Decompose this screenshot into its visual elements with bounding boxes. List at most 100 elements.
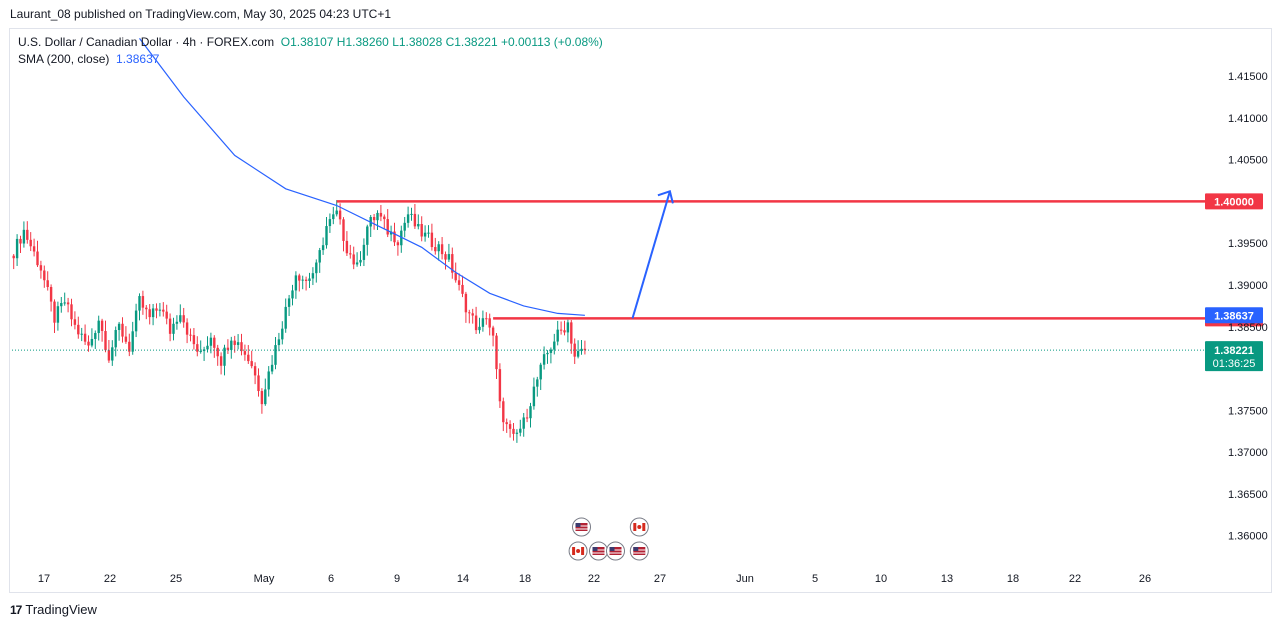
tradingview-footer[interactable]: 17 TradingView: [10, 602, 97, 617]
price-axis: 1.41500 1.41000 1.40500 1.39500 1.39000 1.385…: [1228, 71, 1268, 543]
y-tick-label: 1.40500: [1228, 155, 1268, 167]
candle-body: [87, 341, 90, 346]
candle-body: [570, 322, 573, 344]
candle-body: [434, 247, 437, 252]
candle-body: [508, 424, 512, 429]
sma-path: [139, 38, 585, 316]
candle-body: [576, 351, 580, 357]
candle-body: [502, 401, 505, 423]
candle-body: [94, 333, 97, 339]
y-tick-label: 1.37000: [1228, 447, 1268, 459]
candle-body: [162, 309, 165, 312]
candle-body: [315, 262, 318, 274]
candle-body: [468, 312, 471, 314]
candle-body: [151, 308, 155, 318]
candle-body: [216, 347, 219, 357]
candle-body: [536, 379, 539, 387]
candle-body: [583, 348, 587, 351]
candle-body: [352, 254, 355, 265]
candle-body: [60, 303, 63, 307]
candle-body: [345, 240, 349, 254]
candle-body: [185, 322, 189, 335]
candle-body: [77, 324, 80, 335]
candle-body: [63, 302, 66, 304]
candle-body: [437, 244, 440, 252]
us-flag-icon[interactable]: [589, 541, 608, 561]
us-flag-stripes: [575, 523, 588, 531]
candle-body: [128, 341, 131, 352]
candle-body: [15, 238, 19, 259]
sma-value: 1.38637: [116, 52, 160, 66]
candle-body: [39, 265, 43, 271]
candle-body: [121, 323, 124, 337]
candle-body: [522, 417, 525, 429]
candle-body: [270, 364, 274, 372]
candle-body: [124, 336, 128, 342]
us-flag-canton: [575, 523, 581, 527]
us-flag-stripes: [592, 547, 605, 555]
candle-body: [423, 232, 427, 237]
candle-body: [36, 251, 39, 266]
candle-body: [209, 337, 213, 346]
candle-body: [471, 313, 474, 316]
candle-body: [230, 340, 233, 350]
candle-body: [83, 333, 87, 342]
candle-body: [90, 338, 94, 346]
us-flag-canton: [633, 547, 639, 551]
candle-body: [179, 315, 182, 322]
candle-body: [158, 309, 162, 311]
sma-label: SMA (200, close): [18, 52, 110, 66]
candle-body: [243, 351, 247, 355]
y-tick-label: 1.37500: [1228, 405, 1268, 417]
candle-body: [481, 318, 485, 327]
candle-body: [447, 254, 451, 260]
us-flag-icon[interactable]: [606, 541, 625, 561]
y-tick-label: 1.39500: [1228, 238, 1268, 250]
candle-body: [403, 222, 406, 231]
candle-body: [359, 259, 362, 263]
us-flag-stripes: [609, 547, 622, 555]
candle-body: [281, 328, 284, 340]
x-tick-label: 9: [394, 573, 400, 585]
sma-price-tag: [1205, 307, 1263, 324]
candle-body: [131, 331, 134, 352]
brand-name: TradingView: [25, 602, 97, 617]
ca-flag-icon[interactable]: [568, 541, 588, 561]
symbol-name: U.S. Dollar / Canadian Dollar · 4h · FOR…: [18, 35, 275, 49]
candle-body: [138, 296, 141, 311]
candle-body: [97, 320, 100, 334]
ca-flag-right: [581, 547, 585, 555]
last-price-tag: [1205, 341, 1263, 372]
candle-body: [328, 219, 332, 227]
candle-body: [454, 272, 457, 281]
candle-body: [304, 279, 308, 281]
candle-body: [165, 311, 168, 319]
candle-body: [420, 224, 423, 237]
candle-body: [287, 298, 291, 307]
us-flag-icon[interactable]: [629, 541, 649, 561]
candle-body: [43, 270, 46, 281]
candle-body: [553, 341, 556, 350]
ca-flag-leaf: [637, 525, 642, 529]
indicator-legend[interactable]: SMA (200, close) 1.38637: [18, 52, 159, 66]
candle-body: [318, 250, 321, 263]
candle-body: [457, 280, 461, 285]
us-flag-canton: [609, 547, 615, 551]
us-flag-canton: [592, 547, 598, 551]
candle-body: [73, 319, 77, 325]
candle-body: [308, 278, 311, 281]
ca-flag-icon[interactable]: [629, 517, 649, 537]
candle-body: [206, 345, 209, 350]
candle-body: [376, 212, 379, 221]
candle-body: [233, 340, 236, 345]
y-tick-label: 1.36000: [1228, 531, 1268, 543]
candle-body: [111, 347, 114, 361]
chart-frame: [9, 28, 1272, 593]
us-flag-icon[interactable]: [572, 517, 591, 537]
sma-line: [139, 38, 585, 316]
candle-body: [515, 432, 519, 434]
y-tick-label: 1.38500: [1228, 322, 1268, 334]
candle-body: [260, 391, 264, 405]
event-flags: [568, 517, 649, 561]
